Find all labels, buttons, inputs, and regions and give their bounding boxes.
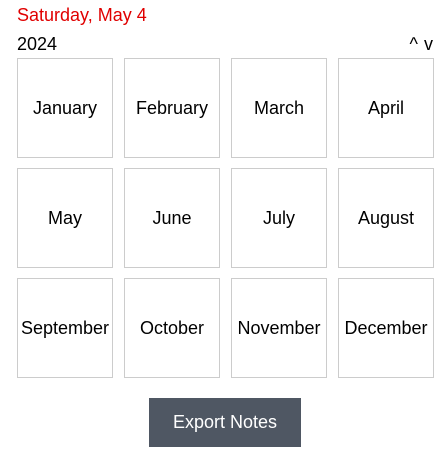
year-header: 2024 ^ v [17, 33, 435, 55]
month-cell-february[interactable]: February [124, 58, 220, 158]
month-cell-november[interactable]: November [231, 278, 327, 378]
export-notes-button[interactable]: Export Notes [149, 398, 301, 447]
month-cell-march[interactable]: March [231, 58, 327, 158]
year-label: 2024 [17, 34, 58, 54]
month-grid: January February March April May June Ju… [17, 58, 434, 378]
month-cell-april[interactable]: April [338, 58, 434, 158]
month-cell-august[interactable]: August [338, 168, 434, 268]
next-year-button[interactable]: v [424, 34, 433, 54]
month-cell-may[interactable]: May [17, 168, 113, 268]
month-cell-june[interactable]: June [124, 168, 220, 268]
previous-year-button[interactable]: ^ [409, 34, 418, 54]
year-navigation: ^ v [410, 33, 433, 55]
month-cell-october[interactable]: October [124, 278, 220, 378]
month-cell-july[interactable]: July [231, 168, 327, 268]
month-cell-september[interactable]: September [17, 278, 113, 378]
month-cell-december[interactable]: December [338, 278, 434, 378]
month-cell-january[interactable]: January [17, 58, 113, 158]
selected-date: Saturday, May 4 [17, 5, 147, 25]
